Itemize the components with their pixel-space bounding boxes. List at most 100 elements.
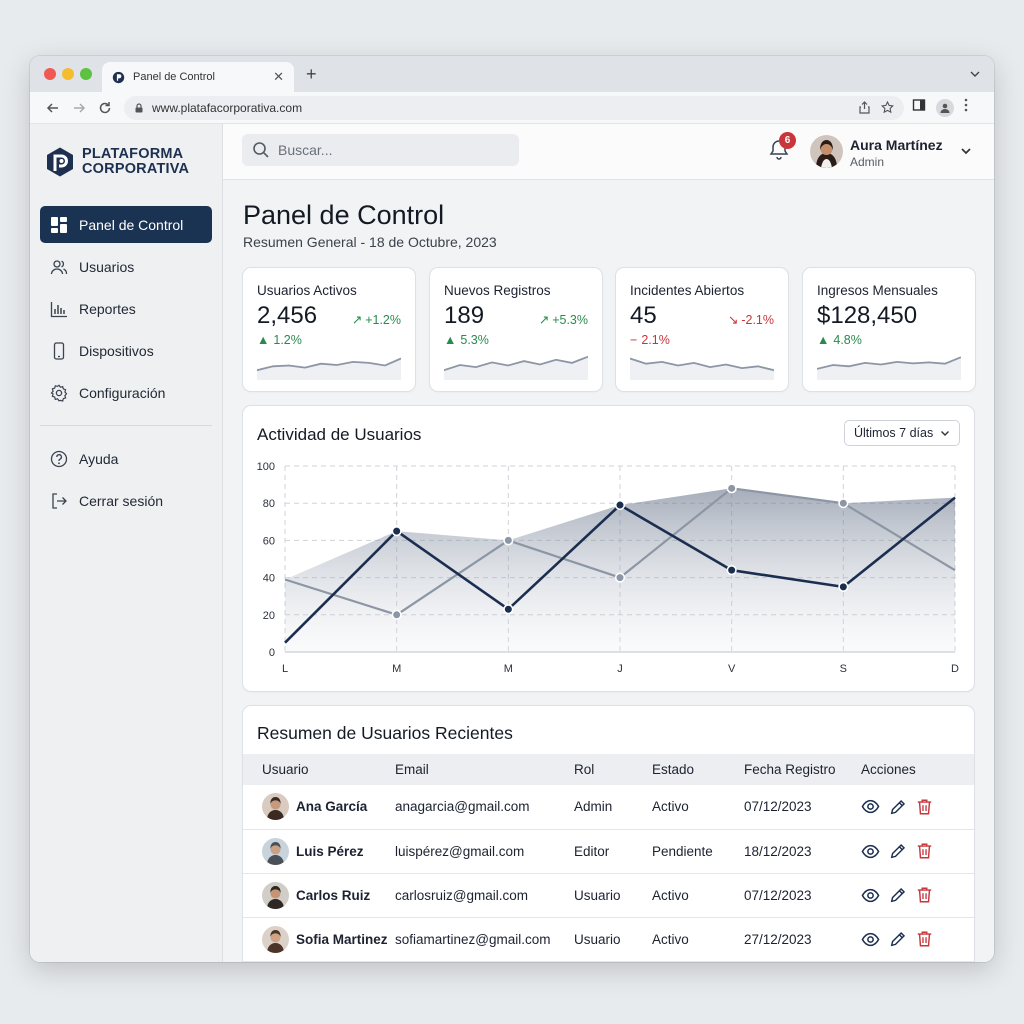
more-vertical-icon[interactable] <box>964 98 968 117</box>
reload-button[interactable] <box>92 96 118 120</box>
profile-icon[interactable] <box>936 98 954 117</box>
share-icon[interactable] <box>858 101 871 114</box>
kpi-card-usuarios-activos[interactable]: Usuarios Activos 2,456 ↗ +1.2% ▲ 1.2% <box>243 268 415 391</box>
data-point <box>503 604 514 615</box>
user-name[interactable]: Ana García <box>296 799 368 815</box>
sidebar-item-dispositivos[interactable]: Dispositivos <box>40 332 212 369</box>
trash-icon[interactable] <box>916 842 933 860</box>
brand-name-line1: PLATAFORMA <box>82 146 184 162</box>
avatar[interactable] <box>810 135 843 168</box>
sparkline-line <box>817 356 961 370</box>
kpi-title: Usuarios Activos <box>257 283 357 298</box>
sidebar-item-reportes[interactable]: Reportes <box>40 290 212 327</box>
logout-icon <box>50 492 68 510</box>
y-tick-label: 40 <box>263 573 275 585</box>
x-tick-label: V <box>728 663 736 675</box>
table-title: Resumen de Usuarios Recientes <box>257 723 513 743</box>
kpi-sub: −2.1% <box>630 333 670 347</box>
main-content: Buscar... 6 Aura Martínez Admin Panel de… <box>223 124 994 962</box>
edit-icon[interactable] <box>889 930 907 948</box>
cell-fecha: 27/12/2023 <box>744 931 812 947</box>
sparkline-area <box>444 356 588 380</box>
table-row[interactable]: Carlos Ruiz carlosruiz@gmail.com Usuario Ac… <box>243 873 974 917</box>
cell-email: carlosruiz@gmail.com <box>395 887 528 903</box>
cell-fecha: 07/12/2023 <box>744 799 812 815</box>
kpi-delta: ↘ -2.1% <box>728 312 774 328</box>
sidebar-item-label: Cerrar sesión <box>79 492 164 509</box>
column-header-rol[interactable]: Rol <box>574 762 595 777</box>
kpi-sparkline <box>257 357 401 380</box>
view-icon[interactable] <box>861 930 880 949</box>
lock-icon <box>135 102 143 112</box>
sidebar-divider <box>40 425 212 426</box>
edit-icon[interactable] <box>889 842 907 860</box>
data-point <box>391 609 402 620</box>
chevron-down-icon[interactable] <box>970 66 980 84</box>
minimize-window-button[interactable] <box>62 68 74 80</box>
forward-button[interactable] <box>66 96 92 120</box>
kpi-value: 2,456 <box>257 302 318 329</box>
trash-icon[interactable] <box>916 798 933 816</box>
cell-usuario: Sofia Martinez <box>243 917 395 961</box>
maximize-window-button[interactable] <box>80 68 92 80</box>
view-icon[interactable] <box>861 797 880 816</box>
sidebar-item-ayuda[interactable]: Ayuda <box>40 440 212 477</box>
table-row[interactable]: Luis Pérez luispérez@gmail.com Editor Pendi… <box>243 829 974 873</box>
url-bar[interactable]: www.platafacorporativa.com <box>124 95 904 120</box>
avatar <box>262 925 289 953</box>
chevron-down-icon[interactable] <box>960 144 972 162</box>
sparkline-line <box>630 357 774 372</box>
cell-rol: Editor <box>574 843 610 859</box>
sidebar-panel-icon[interactable] <box>912 98 926 117</box>
edit-icon[interactable] <box>889 798 907 816</box>
trend-up-icon: ↗ <box>538 313 550 327</box>
user-name[interactable]: Aura Martínez <box>850 137 943 153</box>
recent-users-table: Usuario Email Rol Estado Fecha Registro … <box>243 754 974 962</box>
sidebar-nav: Panel de Control Usuarios Reportes <box>30 186 222 519</box>
cell-estado: Activo <box>652 931 689 947</box>
cell-email: anagarcia@gmail.com <box>395 799 530 815</box>
table-row[interactable]: Ana García anagarcia@gmail.com Admin Activo… <box>243 785 974 829</box>
gear-icon <box>50 383 68 402</box>
close-tab-icon[interactable]: ✕ <box>273 69 284 84</box>
cell-fecha: 18/12/2023 <box>744 843 812 859</box>
favicon-icon <box>112 71 125 83</box>
brand-logo[interactable]: PLATAFORMA CORPORATIVA <box>30 124 222 186</box>
browser-tab[interactable]: Panel de Control ✕ <box>102 62 294 92</box>
search-input[interactable]: Buscar... <box>242 134 519 166</box>
sidebar-item-panel-de-control[interactable]: Panel de Control <box>40 206 212 243</box>
triangle-up-icon: ▲ <box>257 333 270 347</box>
user-name[interactable]: Sofia Martinez <box>296 931 388 947</box>
user-name[interactable]: Carlos Ruiz <box>296 887 371 903</box>
kpi-card-nuevos-registros[interactable]: Nuevos Registros 189 ↗ +5.3% ▲ 5.3% <box>430 268 602 391</box>
star-icon[interactable] <box>881 101 894 114</box>
avatar <box>262 793 289 821</box>
view-icon[interactable] <box>861 886 880 905</box>
column-header-fecha-registro[interactable]: Fecha Registro <box>744 762 836 777</box>
back-button[interactable] <box>40 96 66 120</box>
sidebar-item-cerrar-sesion[interactable]: Cerrar sesión <box>40 482 212 519</box>
sidebar-item-configuracion[interactable]: Configuración <box>40 374 212 411</box>
close-window-button[interactable] <box>44 68 56 80</box>
column-header-estado[interactable]: Estado <box>652 762 695 777</box>
kpi-card-ingresos-mensuales[interactable]: Ingresos Mensuales $128,450 ▲ 4.8% <box>803 268 975 391</box>
kpi-delta-text: -2.1% <box>741 312 774 327</box>
trash-icon[interactable] <box>916 886 933 904</box>
edit-icon[interactable] <box>889 886 907 904</box>
triangle-up-icon: ▲ <box>817 333 830 347</box>
triangle-up-icon: ▲ <box>444 333 457 347</box>
kpi-card-incidentes-abiertos[interactable]: Incidentes Abiertos 45 ↘ -2.1% −2.1% <box>616 268 788 391</box>
search-placeholder: Buscar... <box>278 142 333 158</box>
cell-acciones <box>861 829 974 873</box>
trash-icon[interactable] <box>916 930 933 948</box>
column-header-usuario[interactable]: Usuario <box>262 762 309 777</box>
sidebar-item-usuarios[interactable]: Usuarios <box>40 248 212 285</box>
range-select[interactable]: Últimos 7 días <box>844 420 960 446</box>
user-name[interactable]: Luis Pérez <box>296 843 364 859</box>
column-header-email[interactable]: Email <box>395 762 429 777</box>
avatar <box>262 837 289 865</box>
new-tab-button[interactable]: + <box>306 64 317 84</box>
sidebar-item-label: Reportes <box>79 300 136 317</box>
view-icon[interactable] <box>861 842 880 861</box>
table-row[interactable]: Sofia Martinez sofiamartinez@gmail.com Usu… <box>243 917 974 961</box>
